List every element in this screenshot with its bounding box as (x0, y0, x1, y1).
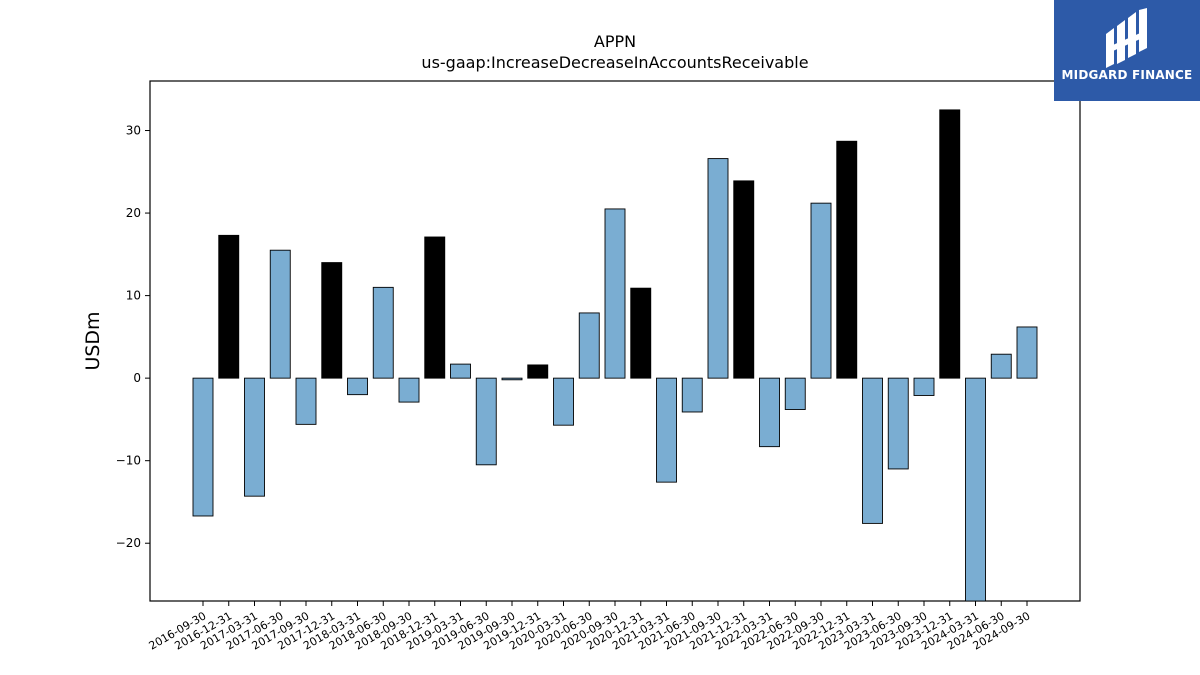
bar-2016-09-30 (192, 377, 214, 517)
bar-2024-09-30 (1016, 326, 1038, 379)
logo-text: MIDGARD FINANCE (1061, 68, 1193, 82)
x-axis: 2016-09-302016-12-312017-03-312017-06-30… (147, 601, 1033, 653)
bar-2021-06-30 (681, 377, 703, 413)
y-tick-label: 30 (126, 124, 141, 138)
bar-2024-03-31 (965, 377, 986, 602)
bar-2022-03-31 (759, 377, 780, 448)
y-tick-label: 10 (126, 289, 141, 303)
bar-2020-09-30 (604, 208, 626, 379)
bar-2017-12-31 (321, 262, 343, 379)
bar-2018-12-31 (424, 236, 446, 379)
bar-2022-12-31 (836, 140, 858, 379)
bar-2023-06-30 (887, 377, 909, 470)
chart-title: APPN (593, 32, 637, 51)
y-tick-label: −10 (116, 454, 141, 468)
bar-2020-06-30 (578, 312, 600, 379)
bar-2022-06-30 (784, 377, 806, 410)
bar-2024-06-30 (990, 353, 1012, 379)
bar-2019-06-30 (475, 377, 497, 466)
bar-2021-09-30 (707, 158, 729, 379)
bar-2019-12-31 (527, 364, 549, 379)
bar-2023-12-31 (939, 109, 961, 379)
bar-2021-12-31 (733, 180, 755, 379)
bar-2018-06-30 (372, 286, 394, 379)
bar-2017-06-30 (269, 249, 291, 379)
bar-2020-03-31 (553, 377, 574, 426)
bar-group (192, 109, 1038, 602)
bar-2019-03-31 (450, 363, 471, 379)
y-axis: −20 −10 0 10 20 30 (116, 124, 150, 550)
brand-logo (1054, 0, 1200, 101)
bar-2018-09-30 (398, 377, 420, 403)
bar-2022-09-30 (810, 202, 832, 379)
bar-2017-03-31 (244, 377, 265, 497)
chart-subtitle: us-gaap:IncreaseDecreaseInAccountsReceiv… (421, 53, 809, 72)
bar-2016-12-31 (218, 234, 240, 379)
y-tick-label: 20 (126, 206, 141, 220)
bar-2019-09-30 (501, 377, 523, 381)
bar-2023-03-31 (862, 377, 883, 524)
bar-2020-12-31 (630, 287, 652, 379)
midgard-logo-icon (1106, 8, 1147, 68)
bar-2023-09-30 (913, 377, 935, 396)
y-tick-label: −20 (116, 536, 141, 550)
bar-2017-09-30 (295, 377, 317, 425)
y-tick-label: 0 (133, 371, 141, 385)
y-axis-label: USDm (82, 311, 104, 370)
bar-2021-03-31 (656, 377, 677, 483)
bar-2018-03-31 (347, 377, 368, 396)
